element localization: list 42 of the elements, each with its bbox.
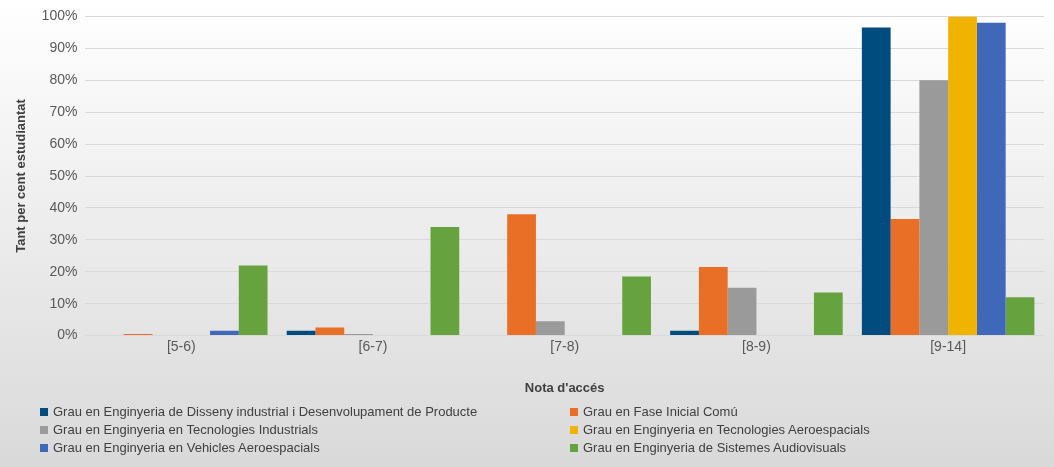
y-tick-label: 40%: [49, 198, 78, 215]
x-tick-label: [8-9): [742, 337, 771, 354]
bar: [507, 214, 536, 336]
bar: [210, 330, 239, 336]
x-axis-title: Nota d'accés: [524, 379, 605, 395]
legend-label: Grau en Fase Inicial Comú: [583, 404, 738, 419]
x-tick-label: [7-8): [550, 337, 580, 354]
bar: [698, 266, 728, 336]
y-tick-label: 70%: [49, 103, 78, 120]
y-tick-label: 90%: [49, 39, 78, 56]
legend-label: Grau en Enginyeria en Tecnologies Aeroespacials: [583, 422, 870, 437]
y-axis-title: Tant per cent estudiantat: [13, 98, 29, 253]
x-tick-label: [5-6): [166, 337, 196, 354]
legend-label: Grau en Enginyeria en Tecnologies Industrials: [53, 422, 318, 437]
bar: [1005, 297, 1035, 336]
bar: [286, 330, 316, 336]
bar: [622, 276, 651, 336]
y-tick-label: 60%: [49, 134, 78, 151]
y-tick-label: 0%: [57, 326, 78, 343]
bar: [535, 321, 565, 336]
y-tick-label: 50%: [49, 166, 78, 183]
y-tick-label: 10%: [49, 294, 78, 311]
legend-label: Grau en Enginyeria de Disseny industrial i Desenvolupament de Producte: [53, 404, 478, 419]
x-tick-label: [6-7): [358, 337, 388, 354]
x-tick-label: [9-14]: [930, 337, 967, 354]
legend-label: Grau en Enginyeria de Sistemes Audiovisuals: [583, 440, 847, 455]
bar: [919, 80, 949, 336]
y-tick-label: 100%: [41, 7, 78, 24]
bar: [670, 330, 699, 336]
y-tick-label: 20%: [49, 262, 78, 279]
bar: [948, 16, 977, 336]
bar: [727, 287, 757, 336]
bar: [430, 227, 460, 336]
bar: [813, 292, 843, 336]
legend-label: Grau en Enginyeria en Vehicles Aeroespacials: [53, 440, 320, 455]
bar: [238, 265, 268, 336]
bar: [976, 22, 1006, 336]
bar: [890, 219, 920, 336]
bar: [861, 27, 891, 336]
y-tick-label: 80%: [49, 71, 78, 88]
bar: [315, 327, 345, 336]
y-tick-label: 30%: [49, 230, 78, 247]
